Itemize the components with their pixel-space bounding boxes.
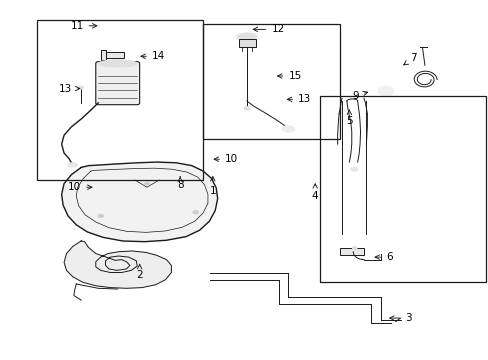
Text: 12: 12 (253, 24, 284, 35)
Bar (203, 24, 339, 139)
Bar (105, 51, 124, 58)
Text: 13: 13 (59, 84, 80, 94)
Ellipse shape (377, 86, 393, 96)
Text: 3: 3 (389, 313, 411, 323)
Text: 1: 1 (209, 177, 216, 196)
Bar (37, 21, 203, 180)
Polygon shape (64, 241, 171, 288)
Text: 13: 13 (287, 94, 311, 104)
Text: 10: 10 (68, 182, 92, 192)
Ellipse shape (68, 163, 78, 167)
Bar (339, 248, 364, 255)
Text: 14: 14 (141, 51, 165, 61)
FancyBboxPatch shape (96, 62, 140, 105)
Text: 11: 11 (70, 21, 97, 31)
Bar (238, 40, 256, 47)
Bar (320, 96, 485, 282)
Ellipse shape (282, 126, 294, 132)
Ellipse shape (98, 214, 103, 218)
Ellipse shape (350, 167, 357, 171)
Text: 7: 7 (403, 53, 416, 65)
Ellipse shape (98, 60, 137, 67)
Ellipse shape (144, 182, 149, 185)
Text: 2: 2 (136, 264, 142, 280)
Text: 15: 15 (277, 71, 301, 81)
Text: 4: 4 (311, 184, 318, 201)
Polygon shape (61, 162, 217, 242)
Ellipse shape (79, 86, 83, 89)
Ellipse shape (192, 211, 198, 214)
Bar (101, 50, 105, 60)
Text: 9: 9 (352, 91, 367, 101)
Ellipse shape (244, 107, 249, 110)
Text: 5: 5 (346, 110, 352, 126)
Text: 10: 10 (214, 154, 238, 164)
Text: 6: 6 (374, 252, 392, 262)
Ellipse shape (351, 247, 356, 250)
Ellipse shape (236, 33, 257, 40)
Text: 8: 8 (177, 177, 183, 190)
